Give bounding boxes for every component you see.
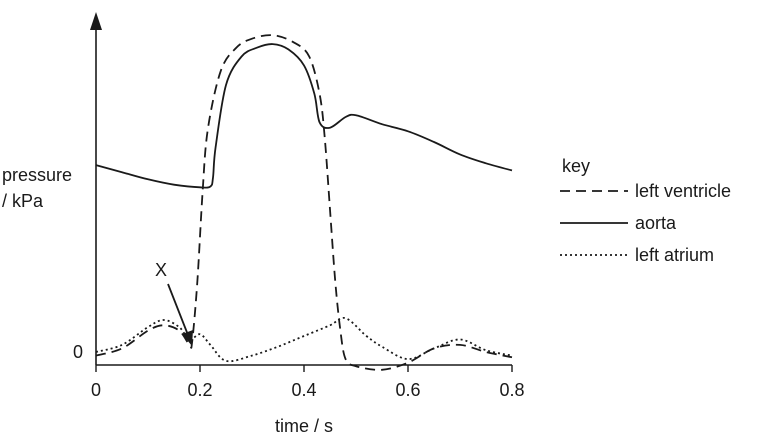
legend-label-left-ventricle: left ventricle (635, 181, 731, 201)
x-ticks: 0 0.2 0.4 0.6 0.8 (91, 365, 525, 400)
annotation-x-arrowhead (182, 330, 193, 346)
legend-title: key (562, 156, 590, 176)
legend-label-left-atrium: left atrium (635, 245, 714, 265)
legend-label-aorta: aorta (635, 213, 677, 233)
x-tick-label: 0.2 (187, 380, 212, 400)
x-tick-label: 0.6 (395, 380, 420, 400)
annotation-x-arrow-shaft (167, 283, 189, 336)
y-axis-label-line1: pressure (2, 165, 72, 185)
y-axis-arrow (90, 12, 102, 30)
legend: key left ventricle aorta left atrium (560, 156, 731, 265)
x-tick-label: 0 (91, 380, 101, 400)
x-tick-label: 0.4 (291, 380, 316, 400)
series-layer (95, 34, 513, 371)
series-line-left-ventricle (95, 34, 513, 371)
annotation-x-label: X (155, 260, 167, 280)
x-axis-label: time / s (275, 416, 333, 436)
series-line-left-atrium (95, 316, 513, 363)
series-line-aorta (95, 43, 513, 189)
y-axis-label-line2: / kPa (2, 191, 44, 211)
y-tick-zero: 0 (73, 342, 83, 362)
x-tick-label: 0.8 (499, 380, 524, 400)
